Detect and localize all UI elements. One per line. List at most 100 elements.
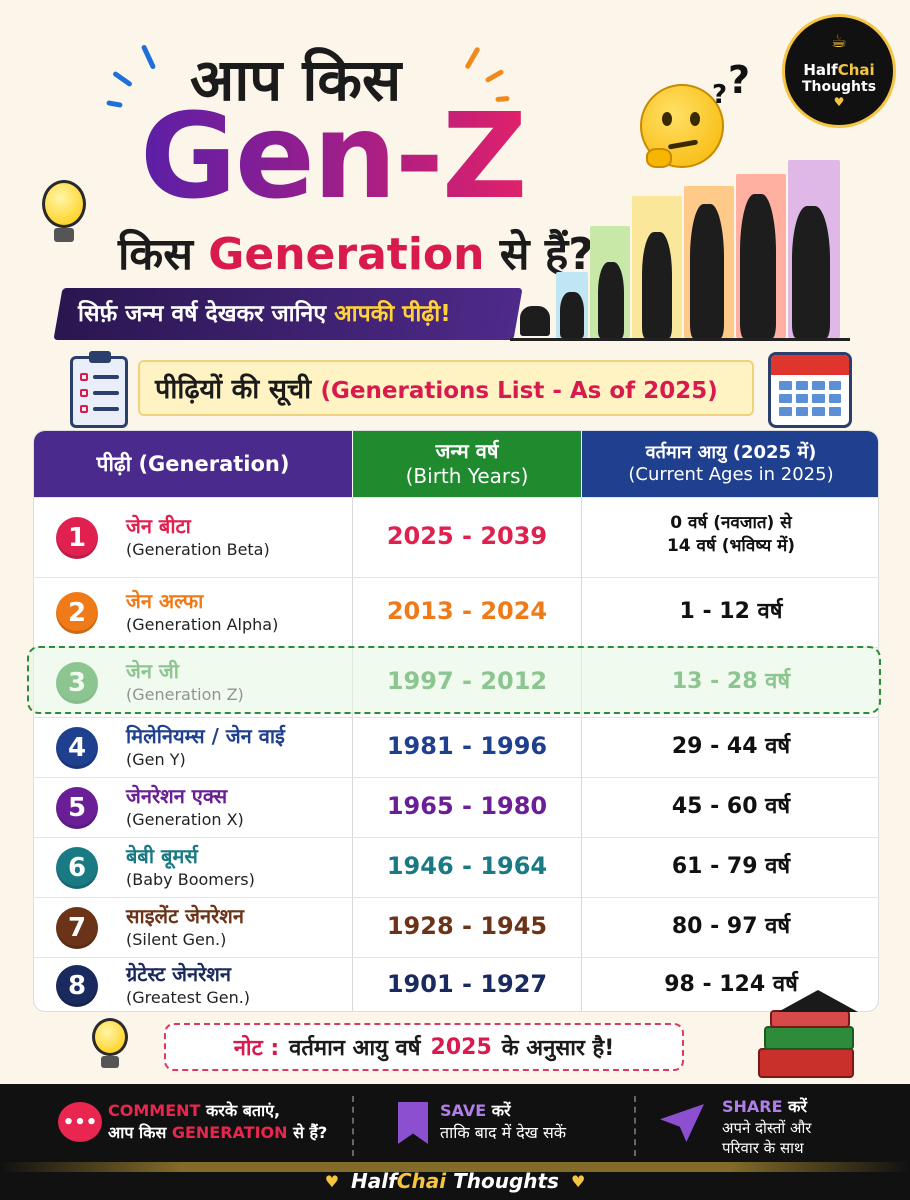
logo-line-2: Thoughts bbox=[801, 79, 877, 95]
table-row: 7 साइलेंट जेनरेशन (Silent Gen.) 1928 - 1945… bbox=[34, 897, 878, 957]
generation-english: (Baby Boomers) bbox=[126, 870, 255, 889]
question-mark: ? bbox=[728, 58, 751, 102]
note-pre: वर्तमान आयु वर्ष bbox=[289, 1036, 421, 1061]
note-year: 2025 bbox=[430, 1034, 492, 1060]
share-keyword: SHARE bbox=[722, 1097, 783, 1116]
save-keyword: SAVE bbox=[440, 1101, 487, 1120]
title-line-3: किस Generation से हैं? bbox=[118, 222, 594, 282]
birth-years: 2013 - 2024 bbox=[386, 597, 548, 625]
generation-english: (Greatest Gen.) bbox=[126, 988, 251, 1007]
table-row: 2 जेन अल्फा (Generation Alpha) 2013 - 2024 1… bbox=[34, 577, 878, 647]
footer-brand-name: HalfChai Thoughts bbox=[351, 1169, 559, 1193]
birth-years: 1965 - 1980 bbox=[386, 792, 548, 820]
generation-number: 2 bbox=[56, 592, 98, 634]
heart-icon: ♥ bbox=[324, 1171, 340, 1191]
title-line3-post: से हैं? bbox=[499, 229, 594, 280]
current-ages: 29 - 44 वर्ष bbox=[671, 734, 791, 759]
birth-years: 2025 - 2039 bbox=[386, 522, 548, 550]
note-label: नोट : bbox=[233, 1036, 280, 1061]
lightbulb-icon bbox=[86, 1014, 136, 1078]
heart-icon: ♥ bbox=[570, 1171, 586, 1191]
generation-number: 7 bbox=[56, 907, 98, 949]
header-current-ages: वर्तमान आयु (2025 में) (Current Ages in … bbox=[582, 431, 878, 497]
generation-number: 8 bbox=[56, 965, 98, 1007]
birth-years: 1946 - 1964 bbox=[386, 852, 548, 880]
heart-icon: ♥ bbox=[833, 95, 845, 109]
comment-keyword: COMMENT bbox=[108, 1101, 201, 1120]
decor-ray bbox=[140, 44, 157, 70]
footer-brand: ♥ HalfChai Thoughts ♥ bbox=[0, 1162, 910, 1200]
graduation-cap-icon bbox=[778, 990, 858, 1012]
generation-name: बेबी बूमर्स bbox=[126, 844, 198, 868]
section-title-hindi: पीढ़ियों की सूची bbox=[155, 374, 312, 405]
comment-icon[interactable]: ••• bbox=[58, 1102, 102, 1142]
footer-swoosh bbox=[0, 1162, 910, 1172]
book-stack-icon bbox=[764, 1026, 854, 1050]
header-birth-hindi: जन्म वर्ष bbox=[435, 439, 499, 463]
generation-name: ग्रेटेस्ट जेनरेशन bbox=[126, 962, 232, 986]
question-mark: ? bbox=[712, 80, 728, 110]
current-ages: 45 - 60 वर्ष bbox=[671, 794, 791, 819]
footer-save-text: SAVE करें ताकि बाद में देख सकें bbox=[440, 1101, 567, 1142]
ground-line bbox=[510, 338, 850, 341]
adult-silhouette bbox=[740, 194, 776, 338]
decor-ray bbox=[464, 46, 481, 70]
table-row: 8 ग्रेटेस्ट जेनरेशन (Greatest Gen.) 1901 - … bbox=[34, 957, 878, 1011]
calendar-icon bbox=[768, 352, 852, 428]
footer-divider bbox=[352, 1096, 354, 1156]
birth-years: 1928 - 1945 bbox=[386, 912, 548, 940]
table-row: 5 जेनरेशन एक्स (Generation X) 1965 - 1980 45… bbox=[34, 777, 878, 837]
title-line-1: आप किस bbox=[190, 46, 402, 114]
book-stack-icon bbox=[770, 1010, 850, 1028]
birth-years: 1901 - 1927 bbox=[386, 970, 548, 998]
generation-english: (Silent Gen.) bbox=[126, 930, 227, 949]
subtitle-highlight: आपकी पीढ़ी! bbox=[334, 301, 451, 327]
generation-name: जेन अल्फा bbox=[126, 589, 204, 613]
decor-ray bbox=[484, 68, 505, 84]
generation-name: जेन बीटा bbox=[126, 514, 191, 538]
generation-number: 6 bbox=[56, 847, 98, 889]
footer-share-text: SHARE करें अपने दोस्तों और परिवार के साथ bbox=[722, 1097, 812, 1157]
generations-table: पीढ़ी (Generation) जन्म वर्ष (Birth Year… bbox=[33, 430, 879, 1012]
genz-row-highlight bbox=[27, 646, 881, 714]
title-line3-generation: Generation bbox=[208, 229, 485, 280]
birth-years: 1981 - 1996 bbox=[386, 732, 548, 760]
generation-name: साइलेंट जेनरेशन bbox=[126, 904, 244, 928]
child-silhouette bbox=[598, 262, 624, 338]
book-stack-icon bbox=[758, 1048, 854, 1078]
table-row: 6 बेबी बूमर्स (Baby Boomers) 1946 - 1964 61 … bbox=[34, 837, 878, 897]
generation-name: मिलेनियम्स / जेन वाई bbox=[126, 724, 285, 748]
generation-number: 5 bbox=[56, 787, 98, 829]
coffee-cup-icon: ☕ bbox=[830, 31, 848, 52]
baby-silhouette bbox=[520, 306, 550, 336]
current-ages: 98 - 124 वर्ष bbox=[664, 972, 798, 997]
section-banner bbox=[138, 360, 754, 416]
thinking-emoji-icon bbox=[640, 84, 724, 168]
subtitle-text: सिर्फ़ जन्म वर्ष देखकर जानिए आपकी पीढ़ी! bbox=[78, 296, 508, 328]
footer-bar bbox=[0, 1084, 910, 1200]
note-post: के अनुसार है! bbox=[501, 1036, 615, 1061]
generation-number: 1 bbox=[56, 517, 98, 559]
decor-ray bbox=[112, 70, 133, 88]
generation-english: (Gen Y) bbox=[126, 750, 186, 769]
current-ages: 80 - 97 वर्ष bbox=[671, 914, 791, 939]
table-row: 1 जेन बीटा (Generation Beta) 2025 - 2039 0 व… bbox=[34, 497, 878, 577]
elder-silhouette bbox=[792, 206, 830, 338]
note-box: नोट : वर्तमान आयु वर्ष 2025 के अनुसार है… bbox=[164, 1023, 684, 1071]
column-divider bbox=[352, 497, 353, 1011]
teen-silhouette bbox=[642, 232, 672, 338]
logo-line-1: HalfChai bbox=[803, 61, 875, 79]
footer-comment-text: COMMENT करके बताएं, आप किस GENERATION से… bbox=[108, 1101, 328, 1142]
title-genz: Gen-Z bbox=[140, 87, 527, 225]
lightbulb-icon bbox=[34, 172, 94, 252]
generation-number: 4 bbox=[56, 727, 98, 769]
header-ages-hindi: वर्तमान आयु (2025 में) bbox=[645, 441, 817, 463]
decor-ray bbox=[106, 100, 123, 108]
generation-english: (Generation Beta) bbox=[126, 540, 270, 559]
generation-name: जेनरेशन एक्स bbox=[126, 784, 228, 808]
generation-english: (Generation X) bbox=[126, 810, 244, 829]
section-title-english: (Generations List - As of 2025) bbox=[320, 378, 718, 404]
header-ages-english: (Current Ages in 2025) bbox=[628, 464, 834, 485]
generation-keyword: GENERATION bbox=[171, 1122, 288, 1142]
header-birth-english: (Birth Years) bbox=[405, 464, 529, 488]
